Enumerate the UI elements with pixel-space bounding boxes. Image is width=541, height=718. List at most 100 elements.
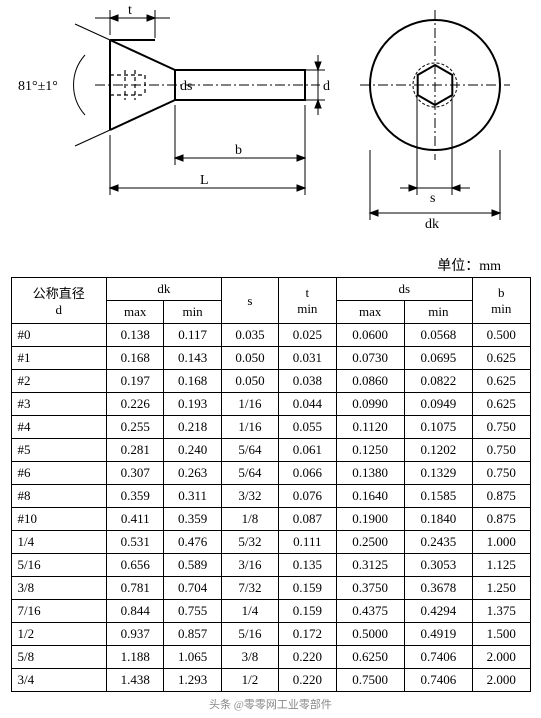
cell-d: #8: [11, 485, 107, 508]
cell-dk_min: 1.293: [164, 669, 221, 692]
cell-d: 5/8: [11, 646, 107, 669]
cell-t: 0.044: [279, 393, 336, 416]
table-row: 3/41.4381.2931/20.2200.75000.74062.000: [11, 669, 530, 692]
cell-ds_min: 0.0695: [404, 347, 472, 370]
cell-b: 0.875: [473, 485, 530, 508]
cell-dk_min: 0.589: [164, 554, 221, 577]
cell-dk_max: 0.255: [107, 416, 164, 439]
cell-dk_max: 0.307: [107, 462, 164, 485]
cell-s: 1/2: [221, 669, 278, 692]
table-row: #60.3070.2635/640.0660.13800.13290.750: [11, 462, 530, 485]
hdr-ds-min: min: [404, 301, 472, 324]
cell-ds_max: 0.6250: [336, 646, 404, 669]
cell-d: 7/16: [11, 600, 107, 623]
cell-b: 0.625: [473, 393, 530, 416]
cell-b: 2.000: [473, 669, 530, 692]
cell-t: 0.135: [279, 554, 336, 577]
cell-dk_max: 0.531: [107, 531, 164, 554]
cell-t: 0.066: [279, 462, 336, 485]
cell-ds_min: 0.1075: [404, 416, 472, 439]
table-row: #80.3590.3113/320.0760.16400.15850.875: [11, 485, 530, 508]
hdr-s: s: [221, 278, 278, 324]
cell-d: #3: [11, 393, 107, 416]
spec-table: 公称直径d dk s tmin ds bmin max min max min …: [11, 277, 531, 692]
cell-ds_min: 0.1329: [404, 462, 472, 485]
cell-ds_max: 0.1640: [336, 485, 404, 508]
cell-ds_max: 0.0600: [336, 324, 404, 347]
cell-dk_min: 0.311: [164, 485, 221, 508]
table-row: #00.1380.1170.0350.0250.06000.05680.500: [11, 324, 530, 347]
cell-ds_min: 0.2435: [404, 531, 472, 554]
cell-ds_max: 0.2500: [336, 531, 404, 554]
hdr-b: b: [498, 285, 505, 300]
cell-s: 0.035: [221, 324, 278, 347]
cell-b: 1.125: [473, 554, 530, 577]
cell-b: 0.625: [473, 370, 530, 393]
cell-dk_max: 0.359: [107, 485, 164, 508]
cell-dk_max: 1.438: [107, 669, 164, 692]
cell-s: 3/16: [221, 554, 278, 577]
cell-ds_min: 0.7406: [404, 646, 472, 669]
table-row: #40.2550.2181/160.0550.11200.10750.750: [11, 416, 530, 439]
dim-ds-label: ds: [180, 79, 192, 94]
cell-dk_max: 0.844: [107, 600, 164, 623]
cell-dk_min: 0.704: [164, 577, 221, 600]
cell-ds_max: 0.1900: [336, 508, 404, 531]
cell-dk_min: 0.359: [164, 508, 221, 531]
cell-s: 7/32: [221, 577, 278, 600]
cell-dk_max: 0.937: [107, 623, 164, 646]
cell-t: 0.111: [279, 531, 336, 554]
table-row: #20.1970.1680.0500.0380.08600.08220.625: [11, 370, 530, 393]
unit-label: 单位：mm: [0, 255, 541, 275]
cell-s: 0.050: [221, 347, 278, 370]
cell-dk_min: 0.755: [164, 600, 221, 623]
table-row: #30.2260.1931/160.0440.09900.09490.625: [11, 393, 530, 416]
dim-d-label: d: [323, 79, 330, 94]
cell-s: 1/4: [221, 600, 278, 623]
cell-ds_max: 0.1120: [336, 416, 404, 439]
cell-b: 1.500: [473, 623, 530, 646]
angle-label: 81°±1°: [18, 79, 58, 94]
cell-ds_max: 0.0990: [336, 393, 404, 416]
dim-dk-label: dk: [425, 217, 439, 232]
table-row: 3/80.7810.7047/320.1590.37500.36781.250: [11, 577, 530, 600]
technical-diagram: 81°±1° t ds d b L: [0, 0, 541, 250]
cell-s: 1/16: [221, 393, 278, 416]
cell-s: 3/32: [221, 485, 278, 508]
cell-b: 0.500: [473, 324, 530, 347]
cell-s: 5/64: [221, 439, 278, 462]
cell-s: 3/8: [221, 646, 278, 669]
cell-ds_max: 0.3125: [336, 554, 404, 577]
cell-ds_min: 0.3678: [404, 577, 472, 600]
cell-b: 1.000: [473, 531, 530, 554]
cell-b: 0.750: [473, 416, 530, 439]
cell-ds_min: 0.4294: [404, 600, 472, 623]
cell-dk_min: 0.476: [164, 531, 221, 554]
hdr-dk-max: max: [107, 301, 164, 324]
cell-b: 0.750: [473, 462, 530, 485]
cell-dk_max: 0.138: [107, 324, 164, 347]
cell-ds_min: 0.1585: [404, 485, 472, 508]
cell-t: 0.076: [279, 485, 336, 508]
cell-t: 0.220: [279, 669, 336, 692]
cell-dk_min: 0.143: [164, 347, 221, 370]
cell-dk_max: 0.411: [107, 508, 164, 531]
cell-dk_max: 0.781: [107, 577, 164, 600]
cell-ds_min: 0.3053: [404, 554, 472, 577]
cell-dk_max: 0.197: [107, 370, 164, 393]
dim-b-label: b: [235, 143, 242, 158]
cell-d: #10: [11, 508, 107, 531]
hdr-dk: dk: [107, 278, 222, 301]
hdr-t: t: [306, 285, 310, 300]
cell-ds_max: 0.1380: [336, 462, 404, 485]
cell-ds_max: 0.7500: [336, 669, 404, 692]
cell-ds_min: 0.4919: [404, 623, 472, 646]
cell-ds_min: 0.7406: [404, 669, 472, 692]
cell-ds_max: 0.1250: [336, 439, 404, 462]
cell-d: 3/8: [11, 577, 107, 600]
cell-d: #6: [11, 462, 107, 485]
cell-s: 5/64: [221, 462, 278, 485]
cell-dk_min: 0.857: [164, 623, 221, 646]
cell-s: 5/32: [221, 531, 278, 554]
cell-d: 1/4: [11, 531, 107, 554]
